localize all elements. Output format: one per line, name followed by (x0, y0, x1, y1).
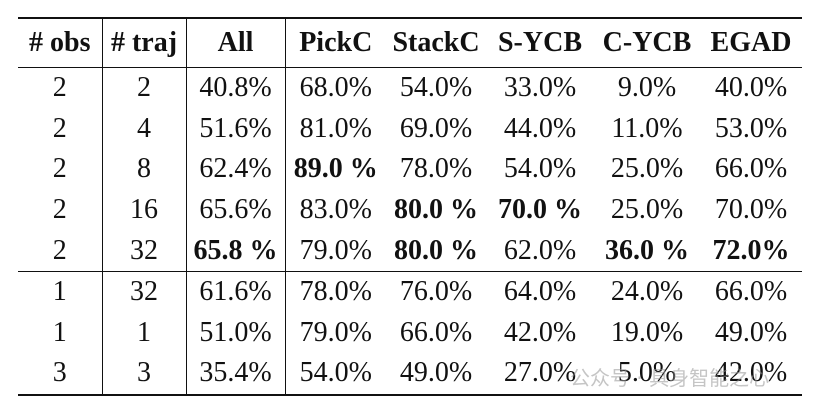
table-cell: 54.0% (299, 357, 372, 389)
table-cell: 4 (102, 108, 187, 150)
table-row: 2 32 65.8 % 79.0% 80.0 % 62.0% 36.0 % 72.0% (18, 230, 802, 272)
table-cell: 1 (18, 312, 103, 354)
table-cell: 32 (102, 270, 187, 313)
watermark: 公众号 · 具身智能之心 (570, 366, 770, 390)
table-cell: 66.0% (399, 316, 473, 348)
table-cell: 78.0% (399, 153, 473, 185)
table-cell: 49.0% (714, 316, 788, 348)
table-cell: 27.0% (503, 357, 577, 389)
table-cell: 5.0% (617, 357, 677, 389)
table-cell: 2 (18, 67, 103, 109)
table-cell: 33.0% (503, 72, 577, 104)
table-cell: 3 (102, 353, 187, 395)
header-cell: PickC (285, 18, 386, 68)
header-cell: S-YCB (486, 18, 594, 68)
table-cell: 3 (18, 353, 103, 395)
table-cell: 35.4% (186, 353, 286, 395)
table-cell: 72.0% (712, 234, 790, 266)
table-cell: 42.0% (503, 316, 577, 348)
table-cell: 25.0% (610, 194, 684, 226)
table-row: 3 3 35.4% 54.0% 49.0% 27.0% 5.0% 42.0% (18, 353, 802, 395)
table-cell: 2 (18, 230, 103, 272)
table-cell: 2 (18, 149, 103, 190)
table-row: 1 32 61.6% 78.0% 76.0% 64.0% 24.0% 66.0% (18, 270, 802, 313)
table-cell: 1 (18, 270, 103, 313)
header-cell: # traj (102, 18, 187, 68)
table-cell: 42.0% (714, 357, 788, 389)
table-cell: 64.0% (486, 270, 594, 313)
table-cell: 49.0% (399, 357, 473, 389)
table-row: 2 2 40.8% 68.0% 54.0% 33.0% 9.0% 40.0% (18, 67, 802, 109)
table-row: 1 1 51.0% 79.0% 66.0% 42.0% 19.0% 49.0% (18, 312, 802, 354)
table-cell: 80.0 % (394, 194, 478, 226)
table-cell: 70.0 % (498, 194, 582, 226)
table-cell: 68.0% (299, 72, 372, 104)
table-cell: 80.0 % (394, 234, 478, 266)
table-cell: 1 (102, 312, 187, 354)
table-cell: 62.0% (503, 234, 577, 266)
table-cell: 54.0% (503, 153, 577, 185)
table-cell: 24.0% (594, 270, 700, 313)
table-cell: 19.0% (610, 316, 684, 348)
table-cell: 83.0% (299, 194, 372, 226)
table-cell: 2 (18, 108, 103, 150)
header-cell: All (186, 18, 286, 68)
header-cell: StackC (386, 18, 486, 68)
table-cell: 65.8 % (186, 230, 286, 272)
table-cell: 76.0% (386, 270, 486, 313)
table-row: 2 4 51.6% 81.0% 69.0% 44.0% 11.0% 53.0% (18, 108, 802, 150)
table-cell: 51.6% (186, 108, 286, 150)
table-cell: 62.4% (186, 149, 286, 190)
table-cell: 61.6% (186, 270, 286, 313)
table-cell: 11.0% (611, 112, 683, 144)
table-cell: 51.0% (186, 312, 286, 354)
table-cell: 66.0% (700, 270, 802, 313)
table-cell: 8 (102, 149, 187, 190)
table-cell: 40.0% (714, 72, 788, 104)
table-cell: 89.0 % (293, 153, 378, 185)
header-cell: C-YCB (594, 18, 700, 68)
table-row: 2 16 65.6% 83.0% 80.0 % 70.0 % 25.0% 70.0% (18, 189, 802, 231)
table-cell: 44.0% (503, 112, 577, 144)
table-row: 2 8 62.4% 89.0 % 78.0% 54.0% 25.0% 66.0% (18, 149, 802, 190)
table-cell: 70.0% (714, 194, 788, 226)
table-cell: 69.0% (399, 112, 473, 144)
table-cell: 40.8% (186, 67, 286, 109)
table-cell: 9.0% (617, 72, 677, 104)
table-cell: 65.6% (186, 189, 286, 231)
table-cell: 66.0% (714, 153, 788, 185)
table-cell: 25.0% (610, 153, 684, 185)
table-cell: 79.0% (299, 234, 372, 266)
table-cell: 2 (102, 67, 187, 109)
header-cell: EGAD (700, 18, 802, 68)
results-table: # obs # traj All PickC StackC S-YCB C-YCB EGAD … (18, 17, 802, 396)
table-cell: 2 (18, 189, 103, 231)
header-row: # obs # traj All PickC StackC S-YCB C-YCB EGAD (18, 18, 802, 68)
table-cell: 53.0% (714, 112, 788, 144)
table-cell: 79.0% (299, 316, 372, 348)
table-cell: 81.0% (299, 112, 372, 144)
table-cell: 54.0% (399, 72, 473, 104)
header-cell: # obs (18, 18, 103, 68)
table-cell: 36.0 % (605, 234, 689, 266)
table-cell: 78.0% (285, 270, 386, 313)
table-cell: 32 (102, 230, 187, 272)
table-cell: 16 (102, 189, 187, 231)
